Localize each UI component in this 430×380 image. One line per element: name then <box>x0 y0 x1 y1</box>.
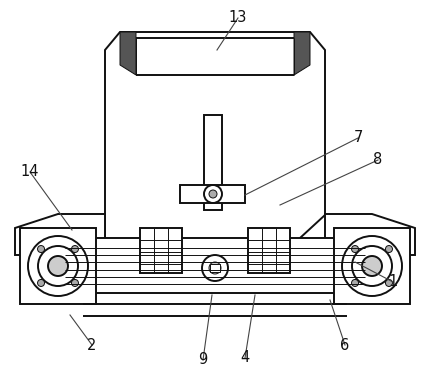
Circle shape <box>48 256 68 276</box>
Polygon shape <box>325 214 415 255</box>
Text: 7: 7 <box>353 130 362 146</box>
Text: 13: 13 <box>229 11 247 25</box>
Circle shape <box>385 245 393 253</box>
Circle shape <box>385 279 393 287</box>
Circle shape <box>209 190 217 198</box>
Bar <box>204 115 222 210</box>
Text: 2: 2 <box>87 337 97 353</box>
Bar <box>20 228 96 304</box>
Circle shape <box>342 236 402 296</box>
Polygon shape <box>294 32 310 75</box>
Text: 6: 6 <box>341 337 350 353</box>
Circle shape <box>352 279 359 287</box>
Bar <box>180 185 245 203</box>
Polygon shape <box>15 214 105 255</box>
Polygon shape <box>120 32 136 75</box>
Circle shape <box>37 279 45 287</box>
Circle shape <box>204 185 222 203</box>
Text: 1: 1 <box>388 274 398 290</box>
Text: 8: 8 <box>373 152 383 168</box>
Circle shape <box>352 246 392 286</box>
Text: 14: 14 <box>21 165 39 179</box>
Bar <box>65 238 365 293</box>
Bar <box>140 228 182 273</box>
Polygon shape <box>105 32 325 255</box>
Bar <box>210 264 220 272</box>
Bar <box>334 228 410 304</box>
Circle shape <box>71 245 78 253</box>
Circle shape <box>209 262 221 274</box>
Circle shape <box>352 245 359 253</box>
Circle shape <box>202 255 228 281</box>
Circle shape <box>71 279 78 287</box>
Text: 4: 4 <box>240 350 250 366</box>
Circle shape <box>362 256 382 276</box>
Text: 9: 9 <box>198 353 208 367</box>
Circle shape <box>28 236 88 296</box>
Circle shape <box>38 246 78 286</box>
Circle shape <box>37 245 45 253</box>
Bar <box>248 228 290 273</box>
